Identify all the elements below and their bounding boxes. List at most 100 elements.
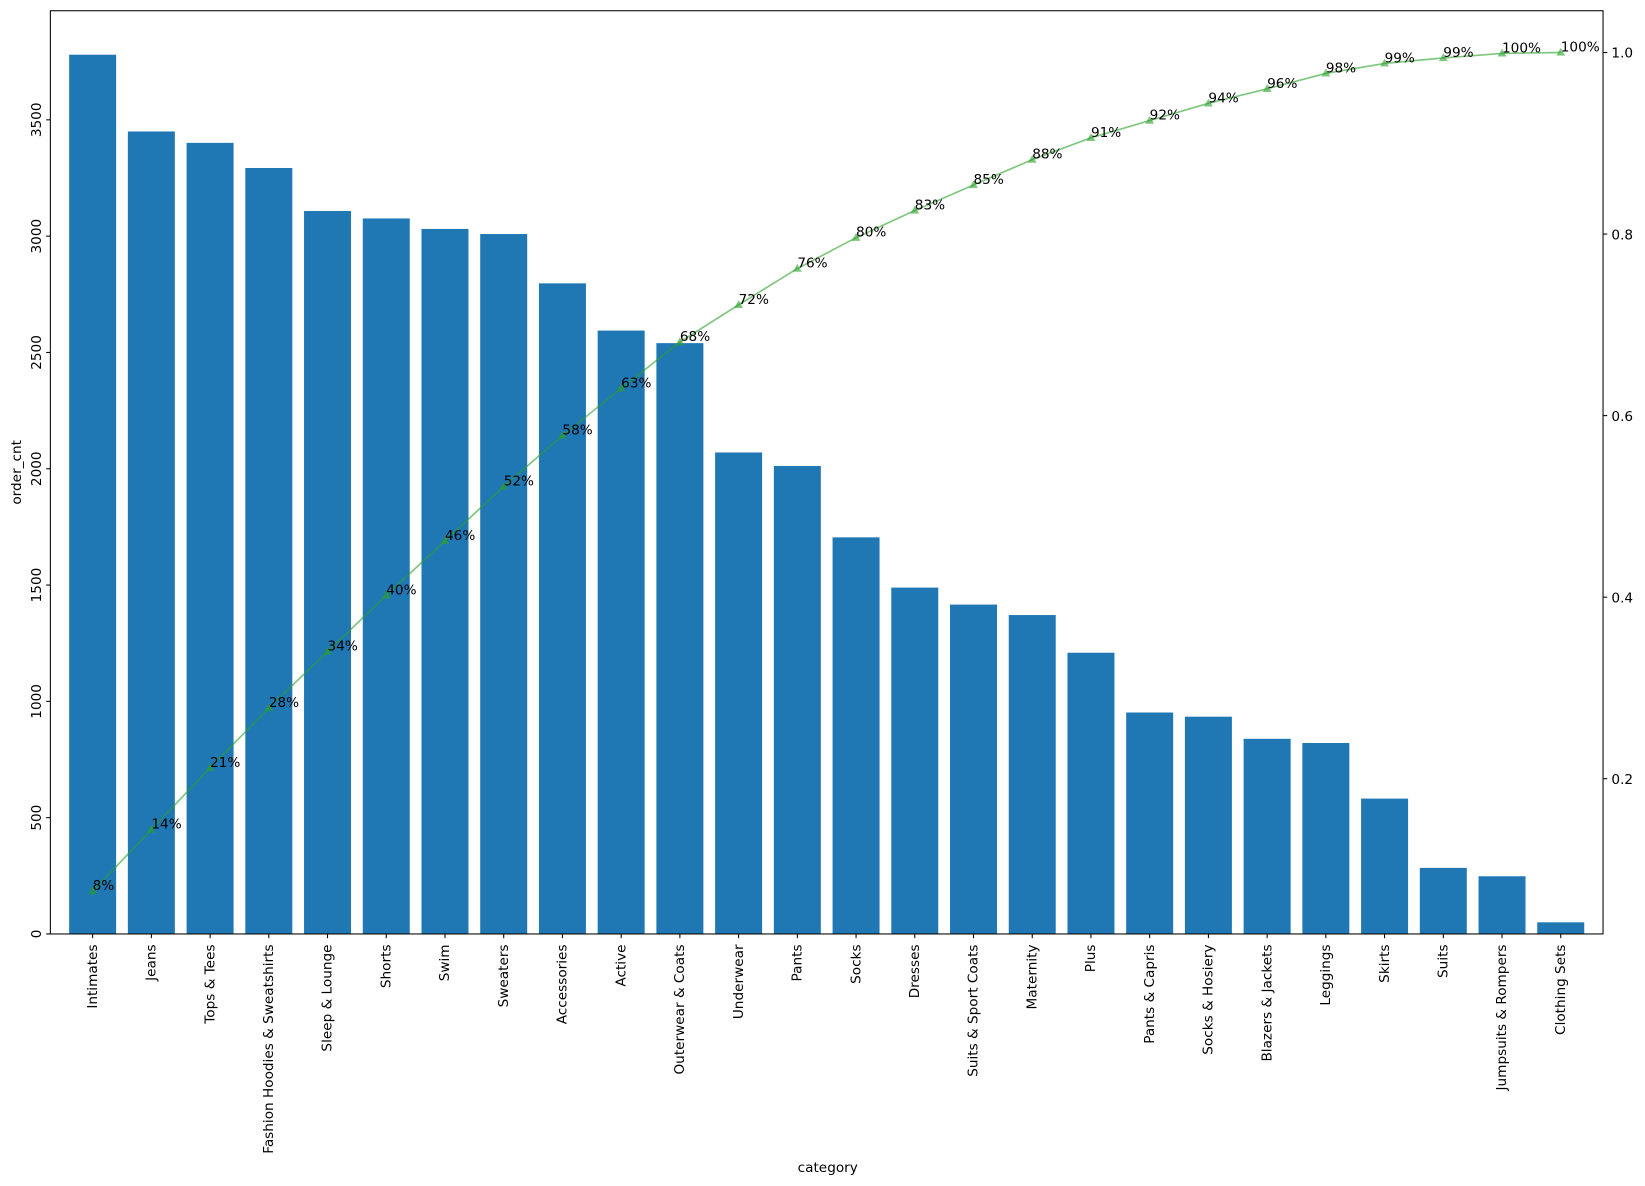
bar: [656, 343, 704, 934]
point-marker: [146, 824, 156, 833]
y-tick-label: 0: [29, 930, 45, 939]
data-label: 91%: [1091, 125, 1121, 141]
data-label: 76%: [797, 256, 827, 272]
x-tick-label: Sleep & Lounge: [320, 944, 336, 1051]
data-label: 58%: [562, 423, 592, 439]
y2-tick-label: 0.2: [1611, 772, 1633, 788]
bar: [832, 537, 880, 934]
point-marker: [1438, 53, 1448, 62]
data-label: 34%: [328, 639, 358, 655]
point-marker: [734, 300, 744, 309]
point-marker: [1027, 154, 1037, 163]
point-marker: [1497, 48, 1507, 57]
y-tick-label: 2500: [29, 335, 45, 370]
data-label: 99%: [1385, 50, 1415, 66]
point-marker: [264, 703, 274, 712]
x-tick-label: Suits & Sport Coats: [966, 944, 982, 1076]
bar: [421, 228, 469, 934]
bar: [1302, 742, 1350, 934]
data-label: 14%: [151, 817, 181, 833]
point-marker: [88, 886, 98, 895]
bar: [1361, 798, 1409, 934]
data-label: 100%: [1502, 40, 1541, 56]
bar: [597, 330, 645, 934]
bar: [127, 131, 175, 934]
point-marker: [616, 383, 626, 392]
bar: [304, 211, 352, 934]
data-label: 80%: [856, 225, 886, 241]
bar: [1126, 712, 1174, 934]
data-label: 96%: [1267, 76, 1297, 92]
y-tick-label: 3000: [29, 219, 45, 254]
bar: [950, 604, 997, 934]
data-label: 68%: [680, 329, 710, 345]
data-label: 21%: [210, 755, 240, 771]
x-tick-label: Pants: [790, 944, 806, 981]
data-label: 98%: [1326, 60, 1356, 76]
x-axis-label: category: [798, 1160, 858, 1176]
bar: [1067, 652, 1115, 934]
x-tick-label: Dresses: [907, 944, 923, 998]
x-tick-label: Outerwear & Coats: [672, 944, 688, 1074]
y-axis-label: order_cnt: [9, 439, 25, 504]
y-tick-label: 1000: [29, 684, 45, 719]
data-label: 52%: [504, 473, 534, 489]
point-marker: [1204, 98, 1213, 107]
data-label: 8%: [93, 878, 115, 894]
x-tick-label: Clothing Sets: [1553, 944, 1569, 1034]
x-tick-label: Pants & Capris: [1142, 944, 1158, 1043]
bar: [538, 283, 586, 934]
point-marker: [1262, 84, 1272, 92]
point-marker: [205, 763, 215, 771]
data-label: 46%: [445, 528, 475, 544]
data-label: 100%: [1561, 39, 1600, 55]
x-tick-label: Skirts: [1377, 944, 1393, 982]
data-label: 92%: [1150, 108, 1180, 124]
point-marker: [792, 263, 802, 272]
y-tick-label: 2000: [29, 451, 45, 486]
point-marker: [851, 232, 861, 241]
data-label: 94%: [1208, 90, 1238, 106]
bar: [362, 218, 410, 934]
x-tick-label: Swim: [437, 944, 453, 981]
x-tick-label: Plus: [1083, 944, 1099, 972]
data-label: 85%: [974, 172, 1004, 188]
x-tick-label: Shorts: [378, 944, 394, 988]
y-tick-label: 1500: [29, 568, 45, 603]
point-marker: [558, 430, 567, 439]
bar: [186, 142, 234, 934]
x-tick-label: Fashion Hoodies & Sweatshirts: [261, 944, 277, 1153]
bar: [245, 167, 293, 934]
point-marker: [910, 205, 920, 214]
y2-tick-label: 0.8: [1611, 227, 1633, 243]
y2-tick-label: 1.0: [1611, 46, 1633, 62]
x-tick-label: Suits: [1436, 944, 1452, 978]
y-tick-label: 500: [29, 805, 45, 831]
point-marker: [1321, 68, 1331, 77]
point-marker: [1145, 115, 1155, 124]
x-tick-label: Leggings: [1318, 944, 1334, 1005]
point-marker: [1086, 133, 1096, 141]
bar: [1008, 615, 1056, 934]
data-label: 72%: [739, 292, 769, 308]
point-marker: [440, 536, 450, 545]
bar: [480, 234, 528, 934]
x-tick-label: Jeans: [144, 944, 160, 981]
x-tick-label: Jumpsuits & Rompers: [1494, 944, 1510, 1091]
y2-tick-label: 0.4: [1611, 590, 1633, 606]
x-tick-label: Tops & Tees: [202, 944, 218, 1024]
x-tick-label: Accessories: [555, 944, 571, 1024]
point-marker: [381, 590, 391, 599]
bar: [891, 587, 939, 934]
point-marker: [675, 337, 685, 346]
x-tick-label: Blazers & Jackets: [1259, 944, 1275, 1061]
bar: [1537, 922, 1585, 934]
y2-tick-label: 0.6: [1611, 409, 1633, 425]
x-tick-label: Socks: [848, 944, 864, 983]
x-tick-label: Maternity: [1024, 944, 1040, 1009]
x-tick-label: Socks & Hosiery: [1201, 944, 1217, 1054]
data-label: 99%: [1443, 45, 1473, 61]
bar: [773, 465, 821, 934]
point-marker: [1380, 58, 1389, 67]
